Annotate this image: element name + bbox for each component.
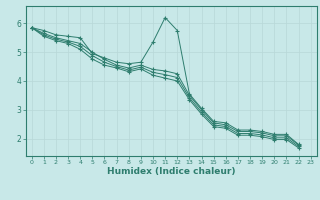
X-axis label: Humidex (Indice chaleur): Humidex (Indice chaleur) — [107, 167, 236, 176]
